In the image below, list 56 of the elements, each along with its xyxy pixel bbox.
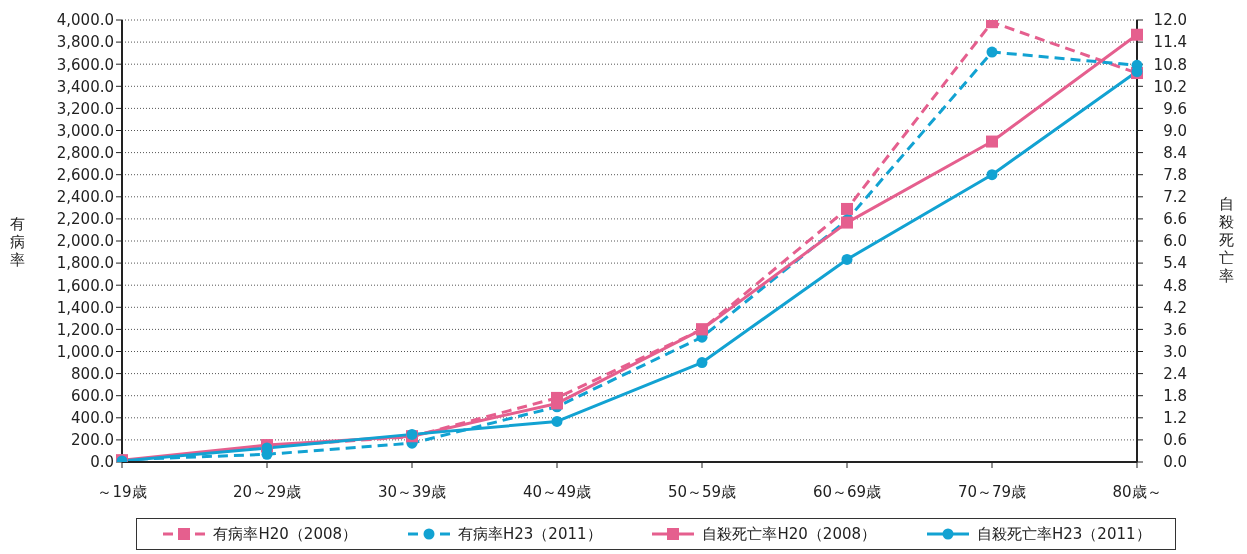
y-tick-label: 2,800.0 (56, 143, 114, 162)
y2-tick-label: 8.4 (1163, 143, 1187, 162)
y-tick-label: 2,600.0 (56, 166, 114, 185)
y2-tick-label: 1.2 (1163, 409, 1187, 428)
y2-tick-label: 1.8 (1163, 387, 1187, 406)
x-tick-label: 80歳～ (1112, 482, 1162, 501)
legend-label: 有病率H20（2008） (213, 524, 358, 544)
y2-tick-label: 3.6 (1163, 320, 1187, 339)
x-tick-label: 40～49歳 (522, 482, 592, 501)
y-tick-label: 1,000.0 (56, 342, 114, 361)
y-tick-label: 4,000.0 (56, 11, 114, 30)
y-tick-label: 1,800.0 (56, 254, 114, 273)
y2-tick-label: 7.8 (1163, 166, 1187, 185)
y-tick-label: 1,600.0 (56, 276, 114, 295)
y2-tick-label: 6.6 (1163, 210, 1187, 229)
x-tick-label: 60～69歳 (812, 482, 882, 501)
y2-tick-label: 11.4 (1153, 33, 1187, 52)
y2-tick-label: 10.8 (1153, 55, 1187, 74)
y-tick-label: 2,400.0 (56, 188, 114, 207)
y-axis-title: 有病率 (8, 215, 26, 269)
y-tick-label: 3,400.0 (56, 77, 114, 96)
y2-tick-label: 7.2 (1163, 188, 1187, 207)
y-tick-label: 3,800.0 (56, 33, 114, 52)
x-tick-label: 50～59歳 (667, 482, 737, 501)
y-tick-label: 400.0 (71, 409, 114, 428)
y2-tick-label: 5.4 (1163, 254, 1187, 273)
y-tick-label: 600.0 (71, 387, 114, 406)
y2-tick-label: 9.6 (1163, 99, 1187, 118)
y-tick-label: 3,600.0 (56, 55, 114, 74)
y2-tick-label: 4.2 (1163, 298, 1187, 317)
y2-tick-label: 6.0 (1163, 232, 1187, 251)
y2-tick-label: 10.2 (1153, 77, 1187, 96)
y2-tick-label: 4.8 (1163, 276, 1187, 295)
y-tick-label: 3,200.0 (56, 99, 114, 118)
x-tick-label: 20～29歳 (232, 482, 302, 501)
y2-tick-label: 9.0 (1163, 121, 1187, 140)
y-tick-label: 1,200.0 (56, 320, 114, 339)
y2-tick-label: 2.4 (1163, 364, 1187, 383)
y-tick-label: 200.0 (71, 431, 114, 450)
legend-label: 有病率H23（2011） (457, 524, 602, 544)
x-tick-label: 30～39歳 (377, 482, 447, 501)
y2-axis-title: 自殺死亡率 (1217, 195, 1235, 285)
y2-tick-label: 3.0 (1163, 342, 1187, 361)
y2-tick-label: 12.0 (1153, 11, 1187, 30)
y-tick-label: 1,400.0 (56, 298, 114, 317)
y-tick-label: 0.0 (90, 453, 114, 472)
x-tick-label: 70～79歳 (957, 482, 1027, 501)
y2-tick-label: 0.0 (1163, 453, 1187, 472)
x-tick-label: ～19歳 (97, 482, 147, 501)
y2-tick-label: 0.6 (1163, 431, 1187, 450)
legend-label: 自殺死亡率H20（2008） (702, 524, 877, 544)
y-tick-label: 2,000.0 (56, 232, 114, 251)
legend-label: 自殺死亡率H23（2011） (976, 524, 1151, 544)
y-tick-label: 2,200.0 (56, 210, 114, 229)
y-tick-label: 3,000.0 (56, 121, 114, 140)
y-tick-label: 800.0 (71, 364, 114, 383)
